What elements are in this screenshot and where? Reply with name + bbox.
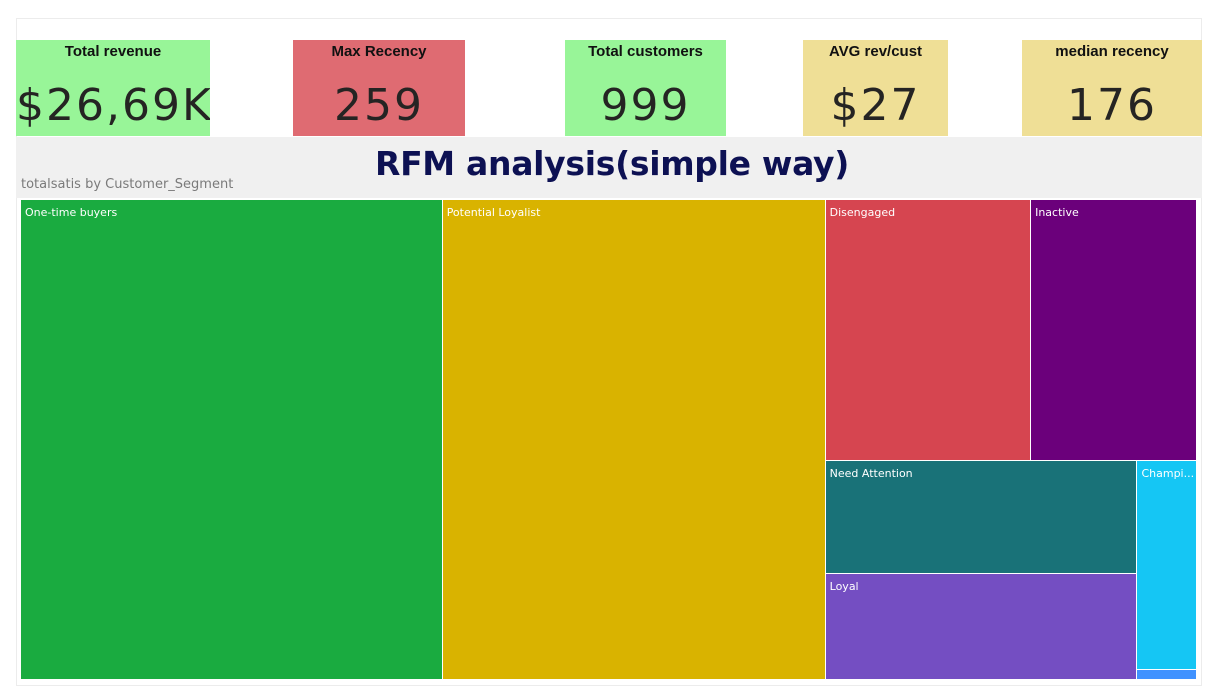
treemap-tile-loyal[interactable]: Loyal [825, 574, 1138, 680]
treemap-tile-champions[interactable]: Champi... [1137, 461, 1197, 670]
treemap-tile-label: Loyal [829, 580, 859, 594]
kpi-label: Total customers [588, 43, 703, 60]
treemap-tile-need-attention[interactable]: Need Attention [825, 461, 1138, 574]
kpi-label: Total revenue [64, 43, 162, 60]
kpi-card-avg-rev-cust[interactable]: AVG rev/cust $27 [803, 40, 948, 136]
treemap-tile-label: Champi... [1141, 467, 1195, 481]
kpi-label: Max Recency [331, 43, 427, 60]
chart-subtitle: totalsatis by Customer_Segment [21, 177, 234, 192]
title-band [16, 137, 1202, 198]
kpi-card-total-customers[interactable]: Total customers 999 [565, 40, 726, 136]
treemap-tile-label: Need Attention [829, 467, 913, 481]
kpi-label: AVG rev/cust [828, 43, 923, 60]
kpi-label: median recency [1055, 43, 1169, 60]
kpi-card-max-recency[interactable]: Max Recency 259 [293, 40, 465, 136]
treemap-tile-disengaged[interactable]: Disengaged [825, 200, 1032, 462]
treemap-tile-label: Inactive [1035, 206, 1079, 219]
kpi-card-median-recency[interactable]: median recency 176 [1022, 40, 1202, 136]
treemap-chart[interactable]: One-time buyers Potential Loyalist Disenga… [21, 200, 1197, 680]
dashboard-frame [16, 18, 1202, 686]
kpi-card-total-revenue[interactable]: Total revenue $26,69K [16, 40, 210, 136]
treemap-tile-one-time-buyers[interactable]: One-time buyers [21, 200, 443, 680]
kpi-value: 259 [334, 80, 424, 131]
treemap-tile-label: One-time buyers [25, 206, 118, 219]
page-title: RFM analysis(simple way) [374, 144, 850, 183]
kpi-value: 176 [1067, 80, 1157, 131]
kpi-value: $26,69K [16, 80, 210, 131]
treemap-tile-other[interactable] [1137, 669, 1197, 680]
treemap-tile-label: Disengaged [829, 206, 896, 219]
kpi-value: $27 [830, 80, 921, 131]
treemap-tile-inactive[interactable]: Inactive [1031, 200, 1197, 462]
treemap-tile-potential-loyalist[interactable]: Potential Loyalist [442, 200, 826, 680]
treemap-tile-label: Potential Loyalist [446, 206, 541, 219]
kpi-value: 999 [600, 80, 691, 131]
